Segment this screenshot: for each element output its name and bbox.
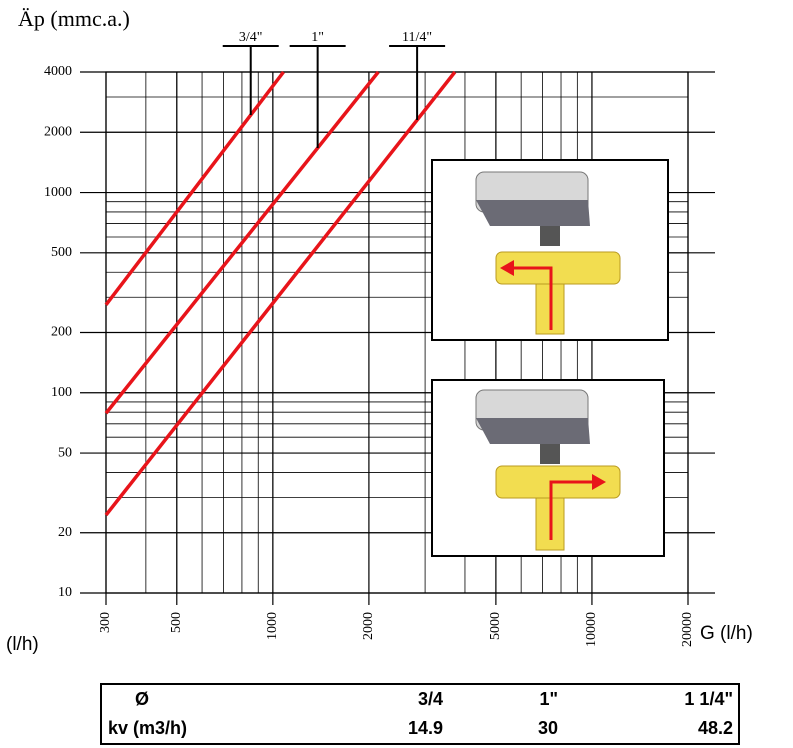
series-line [104, 70, 380, 415]
x-tick-label: 2000 [361, 612, 376, 640]
table-row: kv (m3/h) 14.9 30 48.2 [102, 714, 738, 743]
x-unit-label: (l/h) [6, 634, 39, 655]
chart: Äp (mmc.a.) G (l/h) (l/h) 10 20 50 100 200 50… [6, 6, 753, 655]
x-tick-label: 300 [98, 612, 113, 633]
y-tick-label: 1000 [44, 185, 72, 200]
table-cell: 14.9 [407, 718, 443, 738]
inset-bottom [431, 379, 665, 557]
x-tick-label: 20000 [680, 612, 695, 647]
plot-frame [105, 71, 689, 594]
table-row: Ø 3/4 1" 1 1/4" [102, 685, 738, 714]
table-cell: kv (m3/h) [108, 718, 188, 738]
y-tick-label: 20 [58, 525, 72, 540]
legend-label: 1" [311, 30, 324, 45]
legend-label: 11/4" [402, 30, 432, 45]
y-tick-label: 200 [51, 325, 72, 340]
table-cell: 1" [539, 689, 558, 709]
table-cell: 30 [537, 718, 558, 738]
series-line [104, 70, 457, 517]
x-axis-title: G (l/h) [700, 623, 753, 644]
series-line [104, 70, 285, 306]
x-tick-label: 5000 [488, 612, 503, 640]
table-cell: Ø [134, 689, 149, 709]
inset-top [431, 159, 669, 341]
kv-table: Ø 3/4 1" 1 1/4" kv (m3/h) 14.9 30 48.2 [100, 683, 740, 745]
table-cell: 3/4 [417, 689, 443, 709]
x-tick-label: 10000 [584, 612, 599, 647]
y-tick-label: 100 [51, 385, 72, 400]
y-axis-title: Äp (mmc.a.) [18, 6, 130, 31]
y-tick-label: 4000 [44, 64, 72, 79]
y-tick-label: 2000 [44, 124, 72, 139]
y-tick-label: 500 [51, 245, 72, 260]
y-tick-label: 10 [58, 585, 72, 600]
table-cell: 1 1/4" [684, 689, 733, 709]
y-tick-label: 50 [58, 445, 72, 460]
table-cell: 48.2 [697, 718, 733, 738]
x-tick-label: 500 [169, 612, 184, 633]
legend-label: 3/4" [239, 30, 263, 45]
x-tick-label: 1000 [265, 612, 280, 640]
